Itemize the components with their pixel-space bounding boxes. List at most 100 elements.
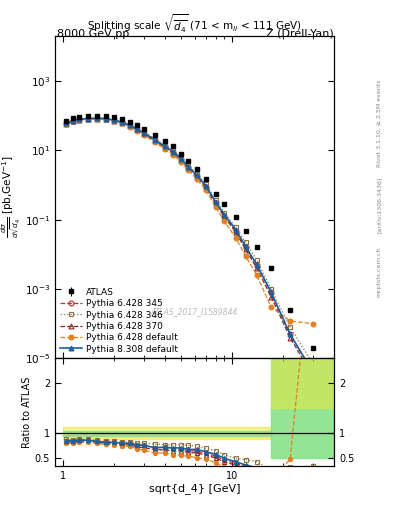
Y-axis label: $\frac{d\sigma}{d\sqrt{d_4}}$ [pb,GeV$^{-1}$]: $\frac{d\sigma}{d\sqrt{d_4}}$ [pb,GeV$^{…: [0, 156, 23, 239]
Pythia 6.428 370: [243, 246, 248, 252]
Pythia 6.428 370: [255, 265, 259, 271]
Pythia 8.308 default: [186, 163, 191, 169]
Pythia 6.428 370: [310, 373, 315, 379]
Pythia 6.428 370: [141, 131, 146, 137]
Pythia 6.428 default: [128, 123, 132, 130]
Pythia 8.308 default: [195, 172, 199, 178]
Pythia 8.308 default: [222, 211, 227, 218]
Pythia 6.428 370: [269, 294, 274, 300]
Pythia 6.428 345: [243, 244, 248, 250]
Pythia 8.308 default: [141, 130, 146, 136]
Pythia 6.428 default: [204, 187, 208, 193]
Pythia 6.428 346: [71, 117, 75, 123]
Pythia 6.428 345: [85, 116, 90, 122]
Pythia 6.428 default: [141, 132, 146, 138]
Pythia 6.428 default: [222, 218, 227, 224]
Pythia 6.428 345: [222, 212, 227, 219]
Pythia 6.428 default: [104, 116, 108, 122]
Pythia 6.428 default: [135, 128, 140, 134]
Pythia 8.308 default: [204, 183, 208, 189]
Legend: ATLAS, Pythia 6.428 345, Pythia 6.428 346, Pythia 6.428 370, Pythia 6.428 defaul: ATLAS, Pythia 6.428 345, Pythia 6.428 34…: [58, 286, 180, 356]
Pythia 6.428 370: [195, 174, 199, 180]
Pythia 6.428 345: [71, 118, 75, 124]
Pythia 6.428 346: [186, 162, 191, 168]
Pythia 8.308 default: [243, 243, 248, 249]
Y-axis label: Ratio to ATLAS: Ratio to ATLAS: [22, 376, 32, 448]
Pythia 6.428 346: [171, 147, 176, 154]
Pythia 8.308 default: [152, 137, 157, 143]
Pythia 6.428 345: [152, 137, 157, 143]
Pythia 8.308 default: [255, 262, 259, 268]
Pythia 6.428 345: [186, 164, 191, 170]
Pythia 6.428 370: [77, 117, 81, 123]
Pythia 6.428 345: [77, 116, 81, 122]
Title: Splitting scale $\sqrt{\overline{d_4}}$ (71 < m$_{ll}$ < 111 GeV): Splitting scale $\sqrt{\overline{d_4}}$ …: [87, 12, 302, 35]
Pythia 6.428 345: [64, 120, 69, 126]
Pythia 6.428 346: [95, 115, 100, 121]
Text: Rivet 3.1.10, ≥ 2.5M events: Rivet 3.1.10, ≥ 2.5M events: [377, 79, 382, 166]
Pythia 6.428 370: [85, 116, 90, 122]
Pythia 6.428 370: [64, 121, 69, 127]
Pythia 6.428 345: [111, 117, 116, 123]
Pythia 6.428 345: [310, 369, 315, 375]
Pythia 6.428 default: [71, 118, 75, 124]
Pythia 6.428 default: [243, 253, 248, 259]
Pythia 8.308 default: [64, 120, 69, 126]
Pythia 6.428 370: [288, 334, 292, 340]
Pythia 6.428 370: [120, 120, 125, 126]
Pythia 6.428 default: [111, 118, 116, 124]
Pythia 8.308 default: [310, 369, 315, 375]
Pythia 6.428 345: [128, 122, 132, 129]
Pythia 8.308 default: [77, 116, 81, 122]
Pythia 6.428 default: [288, 318, 292, 324]
Pythia 6.428 default: [233, 234, 238, 241]
Pythia 6.428 345: [269, 289, 274, 295]
Pythia 8.308 default: [128, 122, 132, 129]
Pythia 6.428 346: [152, 135, 157, 141]
Pythia 6.428 346: [213, 197, 218, 203]
Pythia 6.428 345: [213, 200, 218, 206]
Pythia 6.428 346: [288, 324, 292, 330]
Pythia 6.428 default: [95, 116, 100, 122]
Pythia 8.308 default: [233, 226, 238, 232]
Pythia 6.428 346: [255, 257, 259, 263]
Pythia 6.428 346: [222, 209, 227, 216]
Pythia 6.428 370: [152, 138, 157, 144]
Text: mcplots.cern.ch: mcplots.cern.ch: [377, 246, 382, 296]
Pythia 6.428 370: [233, 229, 238, 235]
Text: ATLAS_2017_I1589844: ATLAS_2017_I1589844: [151, 308, 238, 316]
Pythia 6.428 346: [64, 120, 69, 126]
Pythia 6.428 370: [111, 118, 116, 124]
Pythia 8.308 default: [171, 148, 176, 155]
Pythia 6.428 default: [186, 167, 191, 173]
Pythia 6.428 346: [77, 116, 81, 122]
Pythia 8.308 default: [120, 119, 125, 125]
Pythia 6.428 default: [213, 204, 218, 210]
Line: Pythia 6.428 370: Pythia 6.428 370: [64, 116, 315, 379]
Pythia 6.428 default: [152, 139, 157, 145]
Pythia 6.428 370: [71, 118, 75, 124]
Pythia 6.428 370: [128, 123, 132, 129]
Pythia 6.428 346: [135, 125, 140, 132]
Pythia 6.428 345: [195, 173, 199, 179]
Pythia 6.428 346: [233, 224, 238, 230]
Pythia 6.428 default: [77, 117, 81, 123]
Pythia 6.428 345: [171, 149, 176, 155]
Pythia 6.428 346: [141, 129, 146, 135]
Pythia 6.428 370: [204, 184, 208, 190]
Pythia 8.308 default: [179, 156, 184, 162]
Pythia 6.428 345: [255, 262, 259, 268]
Pythia 6.428 345: [179, 156, 184, 162]
X-axis label: sqrt{d_4} [GeV]: sqrt{d_4} [GeV]: [149, 483, 240, 495]
Line: Pythia 6.428 345: Pythia 6.428 345: [64, 116, 315, 375]
Pythia 6.428 370: [222, 214, 227, 220]
Pythia 8.308 default: [135, 126, 140, 133]
Pythia 6.428 default: [255, 272, 259, 279]
Pythia 6.428 346: [204, 181, 208, 187]
Pythia 6.428 346: [269, 286, 274, 292]
Pythia 6.428 346: [310, 360, 315, 367]
Pythia 8.308 default: [213, 199, 218, 205]
Pythia 6.428 default: [120, 120, 125, 126]
Pythia 6.428 346: [195, 171, 199, 177]
Pythia 6.428 345: [95, 115, 100, 121]
